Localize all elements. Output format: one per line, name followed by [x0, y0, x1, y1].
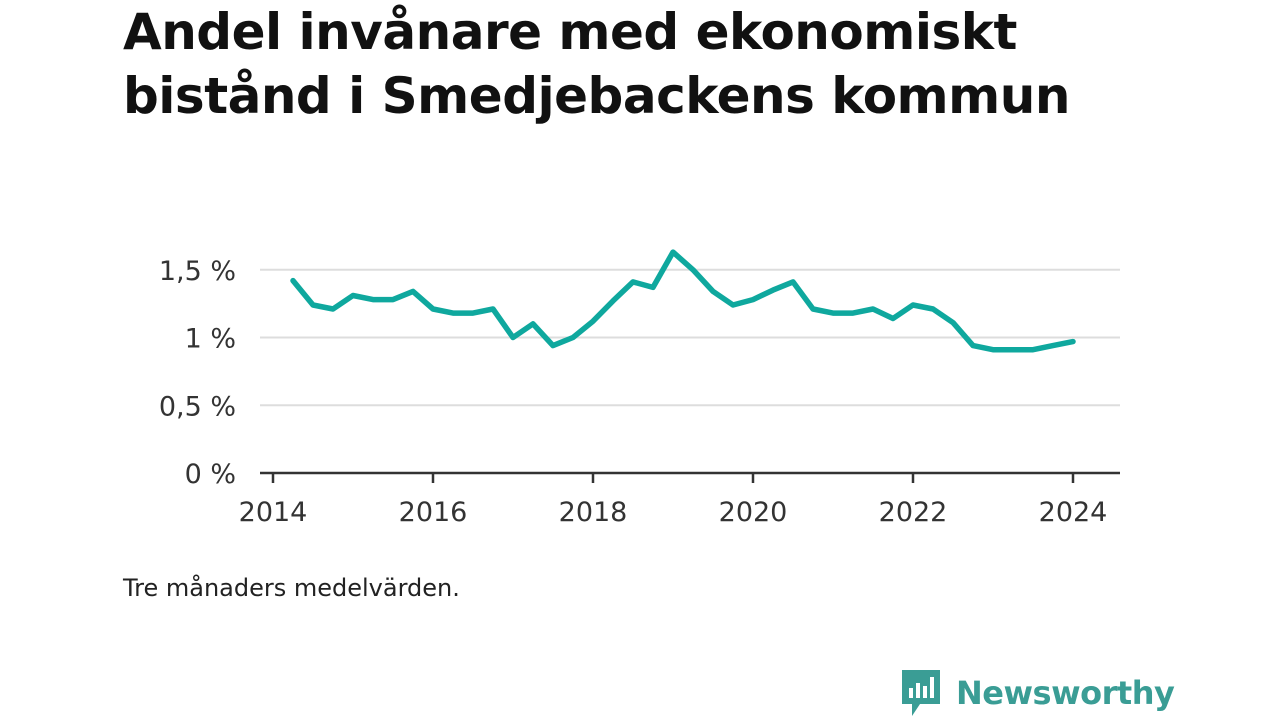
chart-note: Tre månaders medelvärden. — [123, 574, 460, 602]
x-tick-label: 2016 — [399, 497, 468, 528]
y-tick-label: 1,5 % — [159, 256, 236, 287]
y-tick-label: 0,5 % — [159, 391, 236, 422]
x-tick-label: 2018 — [559, 497, 628, 528]
x-tick-label: 2024 — [1039, 497, 1108, 528]
x-tick-label: 2014 — [239, 497, 308, 528]
gridlines — [260, 268, 1120, 407]
brand-logo: Newsworthy — [900, 668, 1175, 718]
newsworthy-logo-icon — [902, 670, 940, 716]
y-tick-label: 0 % — [185, 459, 236, 490]
brand-name: Newsworthy — [956, 674, 1175, 712]
x-tick-label: 2020 — [719, 497, 788, 528]
chart-title: Andel invånare med ekonomiskt bistånd i … — [123, 3, 1070, 125]
series-line — [290, 249, 1076, 353]
x-axis-ticks: 2014 2016 2018 2020 2022 2024 — [239, 473, 1108, 528]
x-tick-label: 2022 — [879, 497, 948, 528]
y-axis-ticks: 0 % 0,5 % 1 % 1,5 % — [159, 256, 236, 490]
y-tick-label: 1 % — [185, 324, 236, 355]
